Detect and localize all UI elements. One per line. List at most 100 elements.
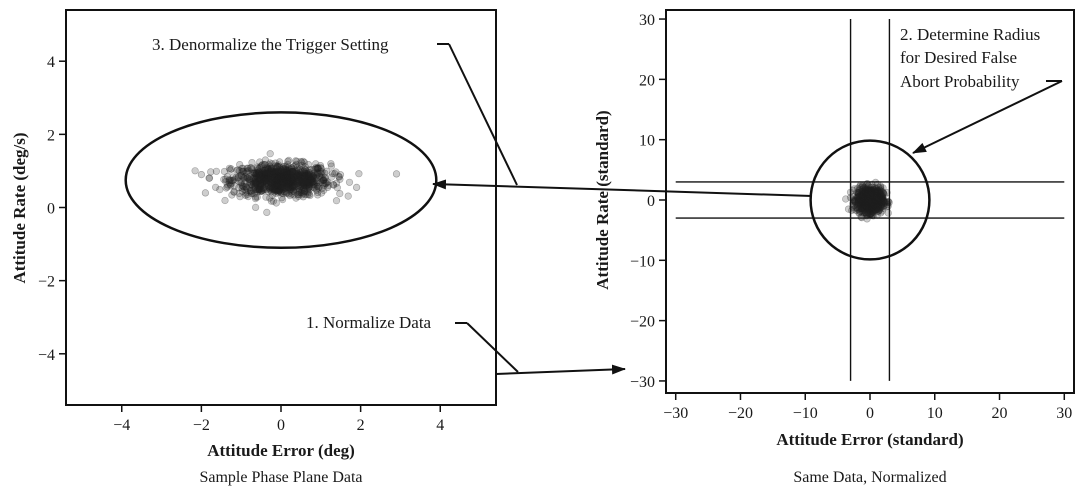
left-data-point [298,191,306,199]
left-data-point [285,178,293,186]
left-data-point [301,175,310,183]
left-data-point [257,181,265,189]
right-data-point [867,187,875,195]
left-data-point [313,168,321,177]
left-data-point [191,167,199,175]
left-data-point [321,173,329,182]
left-data-point [294,186,303,194]
left-data-point [239,164,247,172]
left-data-point [280,176,288,184]
annotation-step3: 3. Denormalize the Trigger Setting [152,35,389,54]
left-data-point [280,185,288,193]
left-data-point [255,172,263,180]
left-data-point [306,174,314,183]
right-data-point [867,207,875,215]
left-data-point [288,168,296,176]
left-data-point [242,183,250,191]
left-data-point [306,185,314,193]
left-data-point [263,173,271,181]
right-y-tick-label: −30 [630,374,655,391]
right-data-point [876,186,884,194]
left-data-point [293,167,301,176]
left-data-point [289,163,298,171]
right-data-point [874,197,882,205]
left-data-point [295,172,303,180]
right-y-ticks: 30 20 10 0 −10 −20 −30 [630,12,666,391]
left-data-point [297,157,305,166]
left-data-point [270,168,278,176]
left-data-point [277,184,285,192]
left-data-point [287,179,295,187]
left-data-point [306,175,314,183]
left-data-point [250,190,258,198]
left-data-point [264,180,273,188]
left-y-tick-label: 0 [47,201,55,218]
left-data-point [273,181,281,189]
right-data-point [869,194,878,202]
left-data-point [323,167,331,175]
left-data-point [290,177,298,185]
left-data-point [298,182,306,190]
right-data-point [868,198,877,206]
left-data-point [295,185,303,193]
left-data-point [212,167,220,175]
right-y-tick-label: 20 [639,72,655,89]
right-data-point [867,196,875,204]
right-data-point [868,194,877,202]
left-data-point [310,179,318,188]
left-data-point [260,183,268,191]
left-data-point [335,172,343,180]
left-data-point [243,174,251,182]
right-data-point [868,187,877,196]
left-data-point [316,162,325,170]
annotation-step1: 1. Normalize Data [306,313,432,332]
left-data-point [310,178,318,186]
left-data-point [284,178,292,187]
left-data-point [279,196,287,204]
left-data-point [308,166,316,174]
left-data-point [321,169,329,177]
left-data-point [336,190,344,198]
right-data-point [863,195,872,203]
right-data-point [856,182,864,191]
left-data-point [265,175,273,183]
left-data-point [279,173,287,181]
left-y-axis-label: Attitude Rate (deg/s) [10,132,29,283]
right-data-point [854,189,862,197]
left-data-point [304,178,312,186]
left-data-point [263,168,272,176]
left-data-point [252,178,260,186]
left-data-point [273,162,281,170]
left-data-point [301,187,309,195]
left-data-point [282,163,290,171]
right-scatter-points [842,178,893,223]
left-data-point [259,186,267,194]
left-data-point [287,171,295,179]
left-data-point [271,168,279,176]
left-data-point [309,172,317,180]
left-data-point [239,167,247,175]
left-data-point [299,157,307,165]
left-data-point [244,193,252,201]
left-data-point [285,178,293,187]
right-data-point [880,202,888,210]
left-data-point [297,188,305,196]
left-data-point [255,165,263,173]
left-data-point [262,164,270,172]
right-data-point [867,193,875,201]
left-data-point [310,165,318,173]
left-data-point [271,178,280,186]
left-data-point [320,179,328,188]
left-data-point [259,184,267,192]
left-data-point [251,171,260,179]
left-data-point [283,169,291,177]
left-data-point [304,173,312,181]
left-data-point [252,171,260,179]
left-data-point [279,179,287,187]
denormalize-arrow [432,179,813,197]
left-data-point [272,168,280,176]
left-data-point [283,174,291,182]
left-data-point [275,186,283,194]
left-data-point [294,167,303,175]
left-data-point [281,177,289,185]
